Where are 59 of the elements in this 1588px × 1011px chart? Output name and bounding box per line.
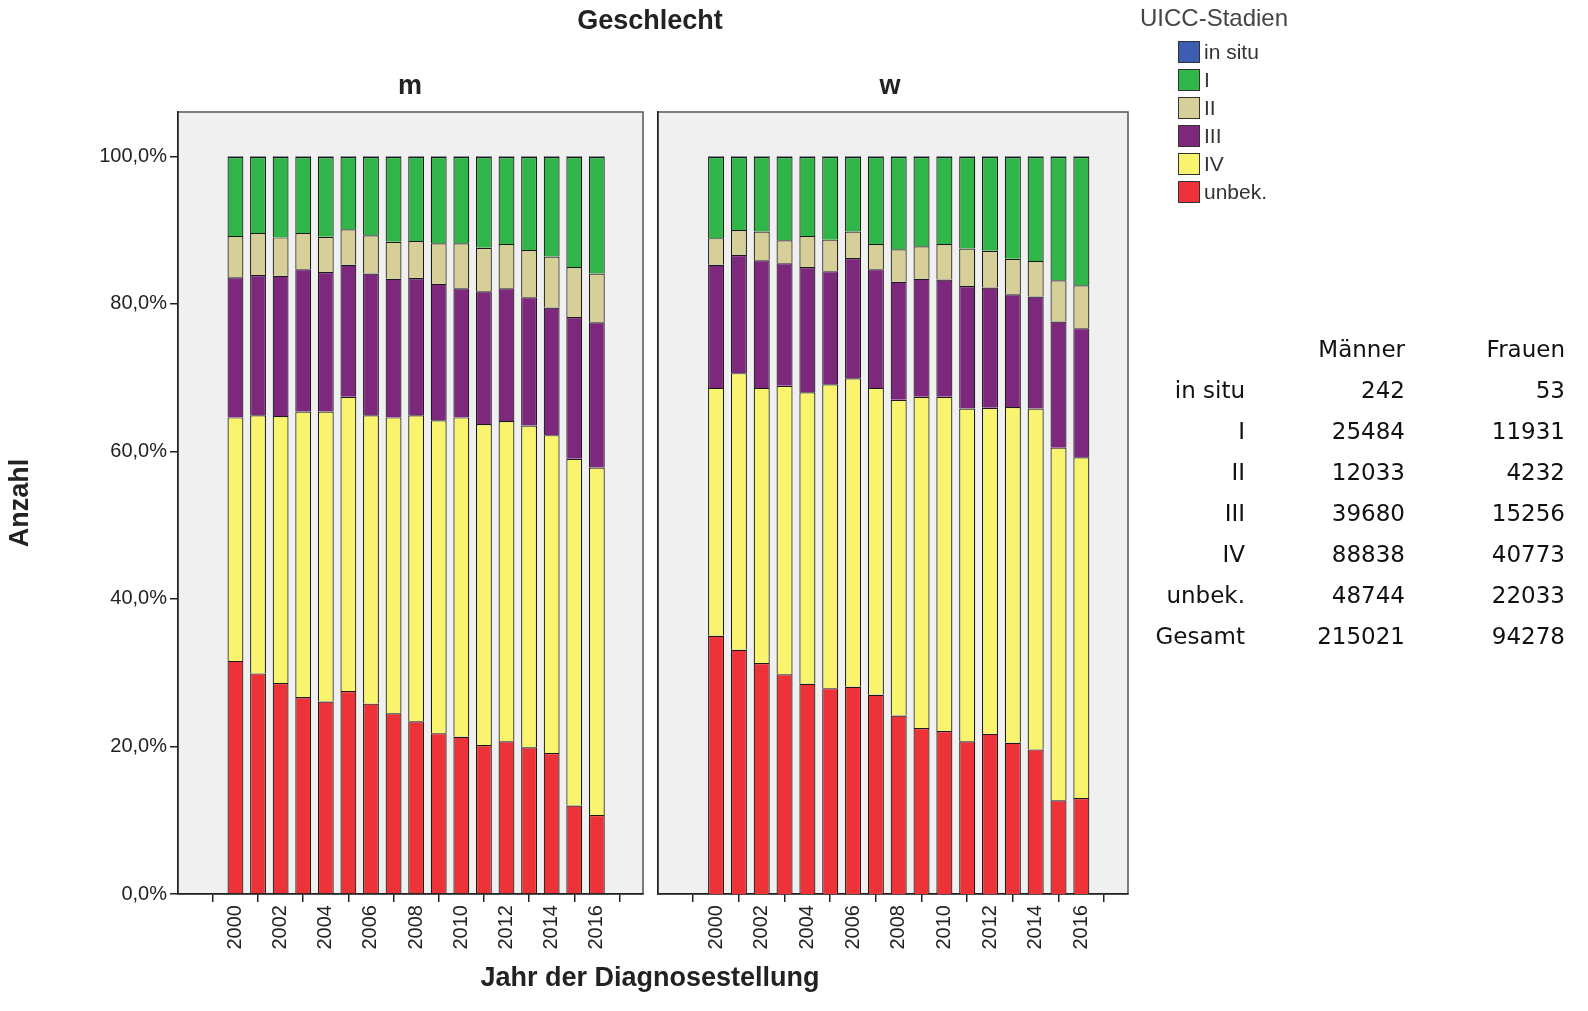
chart-title: Geschlecht (577, 5, 723, 35)
legend-label: in situ (1204, 40, 1259, 64)
data-label: 53 (1534, 375, 1565, 405)
x-tick-label: 2000 (703, 905, 726, 950)
text: III (1223, 498, 1245, 528)
y-tick-label: 80,0% (110, 291, 168, 314)
x-tick-label: 2010 (931, 905, 954, 950)
x-axis-title: Jahr der Diagnosestellung (479, 962, 821, 993)
data-label: 242 (1360, 375, 1405, 405)
text: Gesamt (1154, 621, 1245, 651)
y-tick-label: 40,0% (110, 586, 168, 609)
y-tick-label: 20,0% (110, 733, 168, 756)
x-tick-label: 2008 (886, 905, 909, 950)
data-label: 215021 (1316, 621, 1405, 651)
chart-subtitle: m (397, 70, 423, 101)
data-label: 94278 (1490, 621, 1565, 651)
data-label: 39680 (1330, 498, 1405, 528)
x-tick-label: 2008 (403, 905, 426, 950)
data-label: 88838 (1330, 539, 1405, 569)
y-tick-label: 0,0% (121, 881, 168, 904)
x-tick-label: 2010 (448, 905, 471, 950)
chart-subtitle: w (878, 70, 902, 101)
x-tick-label: 2016 (1068, 905, 1091, 950)
x-tick-label: 2016 (584, 905, 607, 950)
data-label: 12033 (1330, 457, 1405, 487)
x-tick-label: 2012 (977, 905, 1000, 950)
y-tick-label: 100,0% (99, 143, 168, 166)
data-label: 25484 (1330, 416, 1405, 446)
x-tick-label: 2002 (268, 905, 291, 950)
x-tick-label: 2004 (794, 905, 817, 950)
x-tick-label: 2006 (358, 905, 381, 950)
legend-label: II (1204, 96, 1216, 120)
x-tick-label: 2002 (749, 905, 772, 950)
x-tick-label: 2012 (494, 905, 517, 950)
text: unbek. (1165, 580, 1245, 610)
data-label: 40773 (1490, 539, 1565, 569)
legend-label: I (1204, 68, 1210, 92)
y-axis-title: Anzahl (3, 458, 34, 548)
data-label: 22033 (1490, 580, 1565, 610)
legend-label: III (1204, 124, 1222, 148)
x-tick-label: 2000 (222, 905, 245, 950)
data-label: 48744 (1330, 580, 1405, 610)
category-label: Frauen (1485, 334, 1565, 364)
y-tick-label: 60,0% (110, 438, 168, 461)
legend-label: unbek. (1204, 180, 1268, 204)
data-label: 15256 (1490, 498, 1565, 528)
legend-title: UICC-Stadien (1140, 4, 1289, 32)
x-tick-label: 2004 (313, 905, 336, 950)
x-tick-label: 2014 (1023, 905, 1046, 950)
data-label: 4232 (1505, 457, 1565, 487)
text: II (1230, 457, 1245, 487)
text: IV (1221, 539, 1245, 569)
x-tick-label: 2006 (840, 905, 863, 950)
data-label: 11931 (1490, 416, 1565, 446)
legend-label: IV (1204, 152, 1224, 176)
text: in situ (1173, 375, 1245, 405)
text: I (1237, 416, 1245, 446)
category-label: Männer (1317, 334, 1405, 364)
x-tick-label: 2014 (539, 905, 562, 950)
